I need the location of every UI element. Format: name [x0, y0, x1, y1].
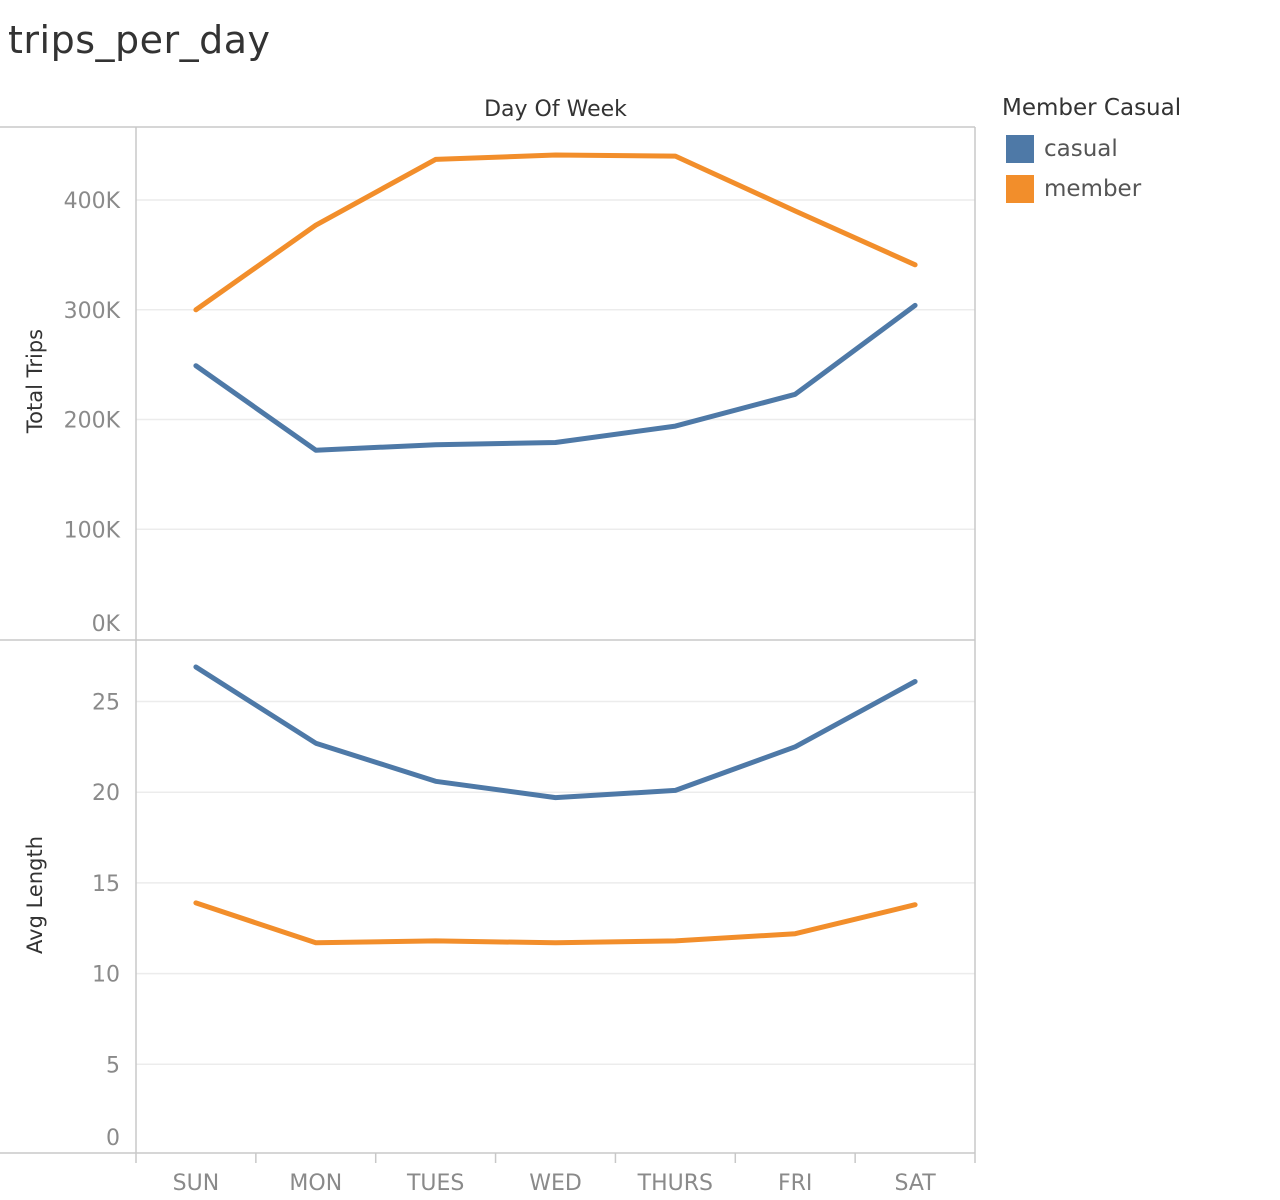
legend-swatch-member [1006, 175, 1034, 203]
x-tick-label-mon: MON [289, 1171, 342, 1196]
column-header: Day Of Week [484, 97, 627, 122]
series-line-member-length[interactable] [193, 900, 918, 946]
y-tick-label: 300K [64, 299, 121, 324]
y-axis-label: Total Trips [23, 329, 47, 434]
series-line-member-trips[interactable] [193, 152, 918, 313]
legend-swatch-casual [1006, 135, 1034, 163]
y-tick-label: 20 [92, 781, 120, 806]
y-tick-label: 0K [92, 612, 121, 637]
page-title: trips_per_day [8, 18, 271, 62]
y-tick-label: 5 [106, 1053, 120, 1078]
y-axis-label: Avg Length [23, 836, 47, 954]
y-tick-label: 0 [106, 1126, 120, 1151]
x-tick-label-sun: SUN [173, 1171, 220, 1196]
x-tick-label-tues: TUES [406, 1171, 464, 1196]
legend: Member Casual casual member [1002, 95, 1181, 209]
legend-label-member: member [1044, 176, 1142, 202]
x-tick-label-thurs: THURS [637, 1171, 713, 1196]
x-tick-label-sat: SAT [894, 1171, 936, 1196]
legend-title: Member Casual [1002, 95, 1182, 121]
x-tick-label-fri: FRI [778, 1171, 812, 1196]
x-tick-label-wed: WED [529, 1171, 582, 1196]
y-tick-label: 25 [92, 691, 120, 716]
series-line-casual-length[interactable] [193, 664, 918, 801]
legend-item-casual[interactable]: casual [1002, 129, 1181, 169]
y-tick-label: 200K [64, 409, 121, 434]
y-tick-label: 400K [64, 189, 121, 214]
y-tick-label: 15 [92, 872, 120, 897]
y-tick-label: 100K [64, 518, 121, 543]
series-line-casual-trips[interactable] [193, 302, 918, 453]
legend-label-casual: casual [1044, 136, 1118, 162]
legend-item-member[interactable]: member [1002, 169, 1181, 209]
y-tick-label: 10 [92, 963, 120, 988]
